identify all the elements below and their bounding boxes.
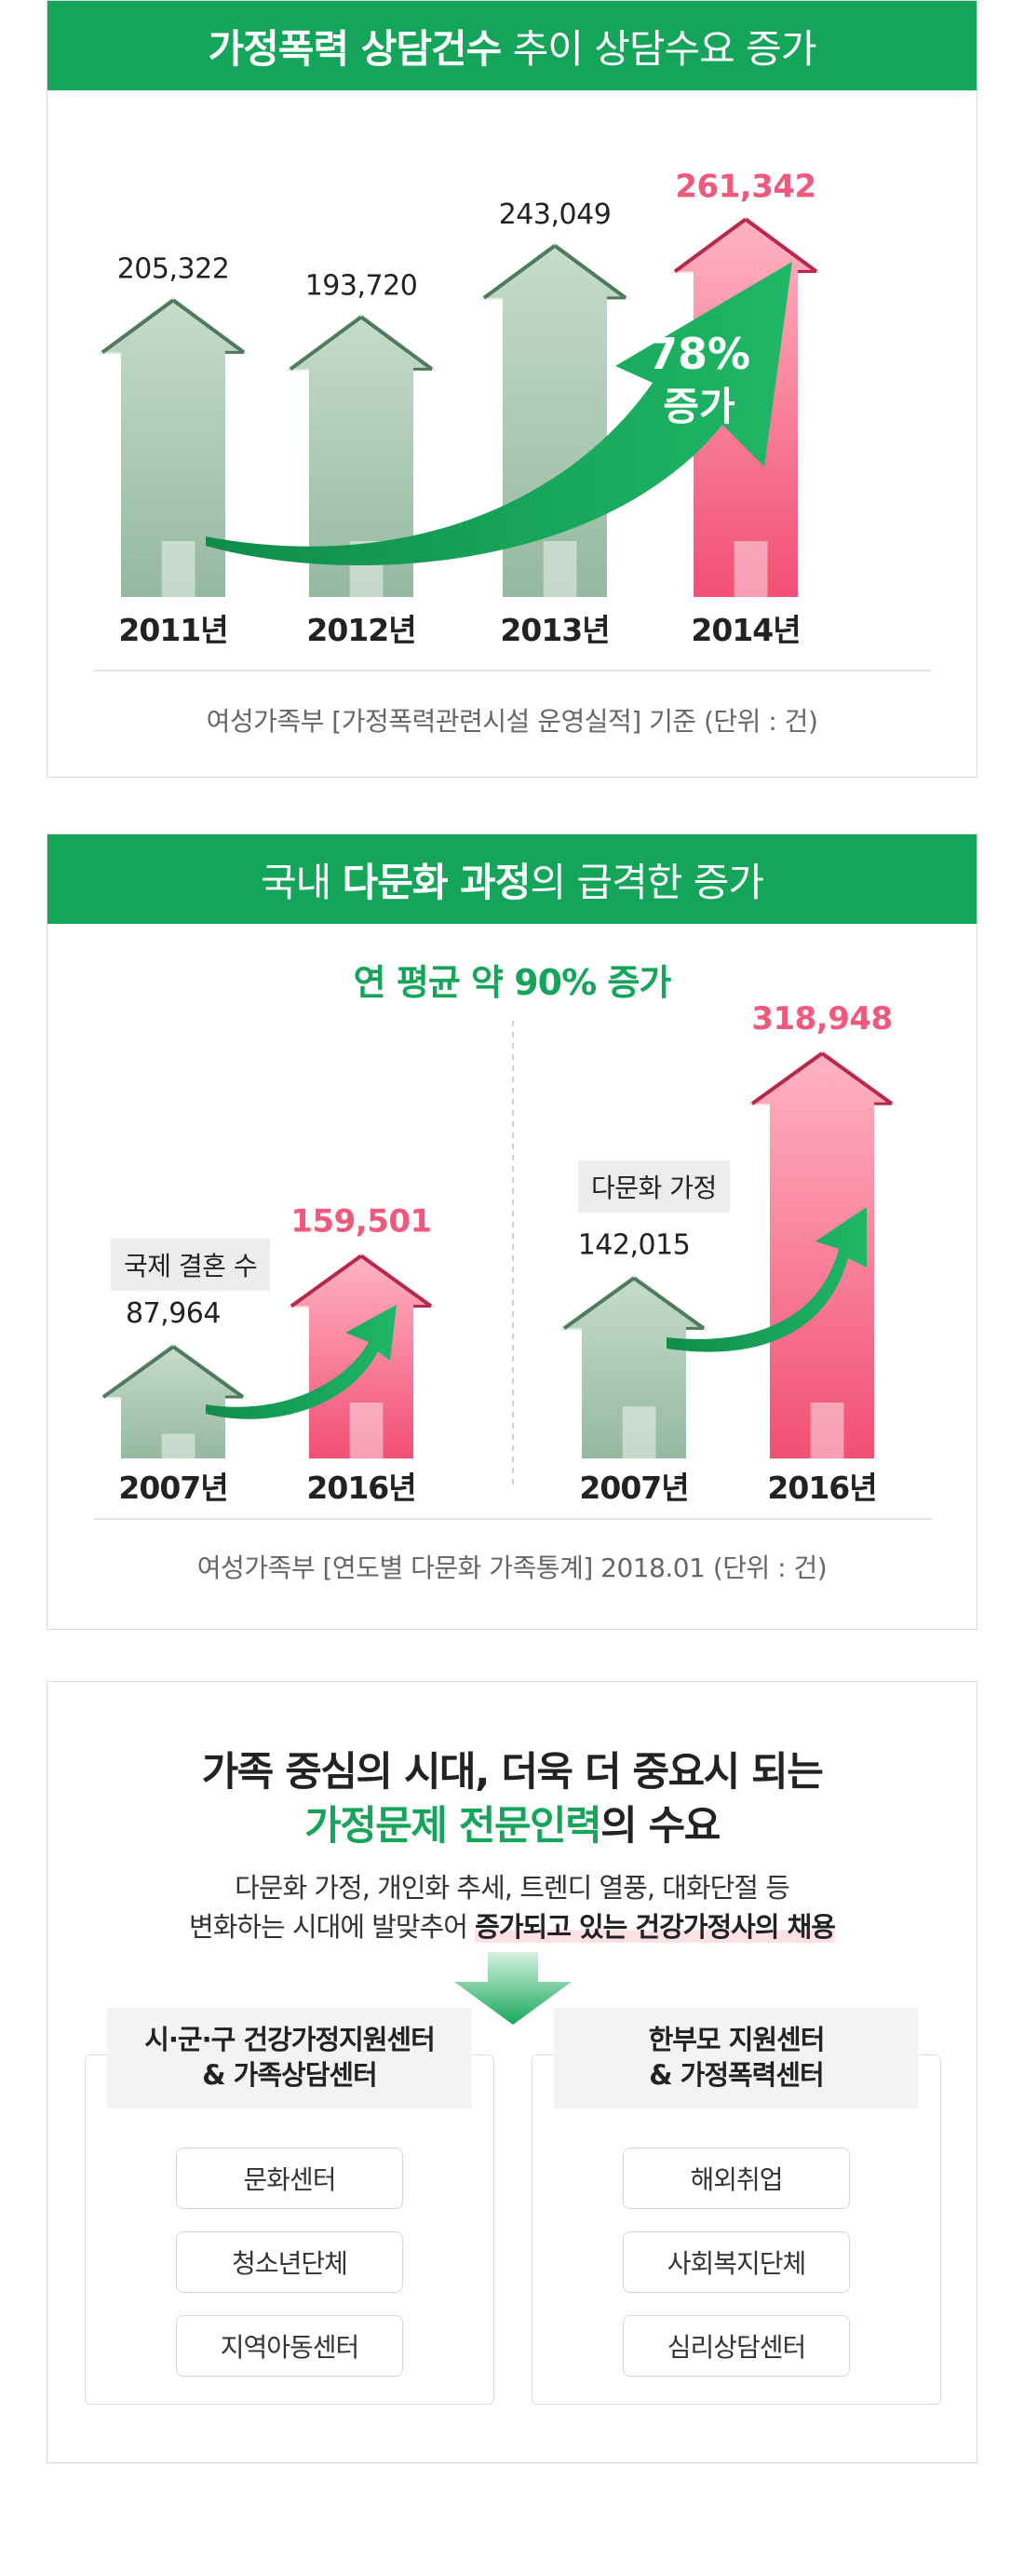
- headline-tail: 의 수요: [600, 1803, 721, 1850]
- value-label-국제 결혼 수-2016년: 159,501: [290, 1202, 431, 1240]
- growth-arrow-icon: [206, 1305, 397, 1419]
- bar-2011년: [97, 296, 249, 597]
- panel1-title-normal: 추이 상담수요 증가: [501, 25, 817, 72]
- year-label-2013년: 2013년: [500, 612, 609, 648]
- right-column-title: 한부모 지원센터 & 가정폭력센터: [554, 2008, 919, 2108]
- year-label-국제 결혼 수-2007년: 2007년: [118, 1470, 227, 1506]
- panel2-divider: [94, 1518, 932, 1520]
- growth-arrow-icon: [667, 1207, 867, 1352]
- desc-line2: 변화하는 시대에 발맞추어 증가되고 있는 건강가정사의 채용: [47, 1905, 977, 1945]
- year-label-2014년: 2014년: [691, 612, 800, 648]
- year-label-2012년: 2012년: [306, 612, 415, 648]
- headline-green: 가정문제 전문인력: [304, 1803, 601, 1850]
- pill-overseas-job: 해외취업: [623, 2148, 850, 2209]
- growth-percent-label: 78%: [648, 329, 750, 379]
- chart-multicultural: 87,964 2007년 159,501 2016년 142,015 2007년 318,9…: [98, 1000, 897, 1506]
- tag-multicultural-family: 다문화 가정: [578, 1160, 730, 1213]
- panel-demand: 가족 중심의 시대, 더욱 더 중요시 되는 가정문제 전문인력의 수요 다문화…: [47, 1681, 977, 2463]
- value-label-2012년: 193,720: [305, 269, 418, 302]
- desc-line1: 다문화 가정, 개인화 추세, 트렌디 열풍, 대화단절 등: [235, 1872, 790, 1904]
- panel2-title-post: 의 급격한 증가: [530, 859, 764, 905]
- value-label-다문화 가정-2016년: 318,948: [751, 1000, 892, 1037]
- panel2-subtitle: 연 평균 약 90% 증가: [353, 962, 672, 1003]
- panel1-banner: 가정폭력 상담건수 추이 상담수요 증가: [47, 1, 977, 90]
- panel2-source: 여성가족부 [연도별 다문화 가족통계] 2018.01 (단위 : 건): [196, 1552, 828, 1583]
- bar-다문화 가정-2007년: [559, 1274, 709, 1458]
- growth-word-label: 증가: [663, 384, 734, 429]
- pill-culture-center: 문화센터: [176, 2148, 403, 2209]
- panel1-source: 여성가족부 [가정폭력관련시설 운영실적] 기준 (단위 : 건): [206, 706, 818, 737]
- year-label-국제 결혼 수-2016년: 2016년: [306, 1470, 415, 1506]
- chart-domestic-violence: 78% 증가 205,322 2011년 193,720 2012년 243,049 2013…: [97, 168, 822, 648]
- value-label-2014년: 261,342: [675, 168, 815, 205]
- pill-welfare-group: 사회복지단체: [623, 2231, 850, 2293]
- headline-line2: 가정문제 전문인력의 수요: [47, 1794, 977, 1851]
- value-label-2013년: 243,049: [499, 198, 612, 231]
- pill-counseling-center: 심리상담센터: [623, 2315, 850, 2377]
- panel2-title-bold: 다문화 과정: [342, 859, 532, 905]
- panel2-banner: 국내 다문화 과정 의 급격한 증가: [47, 834, 977, 924]
- panel1-title-bold: 가정폭력 상담건수: [208, 25, 503, 72]
- panel2-title-pre: 국내: [260, 859, 343, 905]
- headline-line1: 가족 중심의 시대, 더욱 더 중요시 되는: [201, 1749, 824, 1796]
- bar-국제 결혼 수-2007년: [98, 1343, 249, 1458]
- pill-child-center: 지역아동센터: [176, 2315, 403, 2377]
- left-column-title: 시·군·구 건강가정지원센터 & 가족상담센터: [107, 2008, 472, 2108]
- value-label-국제 결혼 수-2007년: 87,964: [126, 1297, 221, 1330]
- pill-youth-group: 청소년단체: [176, 2231, 403, 2293]
- value-label-다문화 가정-2007년: 142,015: [578, 1228, 691, 1261]
- value-label-2011년: 205,322: [117, 252, 230, 285]
- bar-2012년: [285, 313, 438, 597]
- growth-arrow-icon: 78% 증가: [206, 262, 792, 566]
- year-label-2011년: 2011년: [118, 612, 227, 648]
- panel-multicultural: 국내 다문화 과정 의 급격한 증가 연 평균 약 90% 증가 87,964 20…: [47, 834, 977, 1630]
- year-label-다문화 가정-2007년: 2007년: [579, 1470, 688, 1506]
- year-label-다문화 가정-2016년: 2016년: [767, 1470, 876, 1506]
- panel1-divider: [94, 670, 932, 671]
- down-arrow-icon: [454, 1952, 572, 2025]
- tag-international-marriage: 국제 결혼 수: [111, 1239, 271, 1291]
- bar-다문화 가정-2016년: [747, 1050, 897, 1458]
- desc2-pre: 변화하는 시대에 발맞추어: [189, 1911, 476, 1943]
- desc2-emphasis: 증가되고 있는 건강가정사의 채용: [475, 1911, 836, 1943]
- panel-domestic-violence: 가정폭력 상담건수 추이 상담수요 증가 78% 증가 205,322 2011년 19…: [47, 0, 977, 778]
